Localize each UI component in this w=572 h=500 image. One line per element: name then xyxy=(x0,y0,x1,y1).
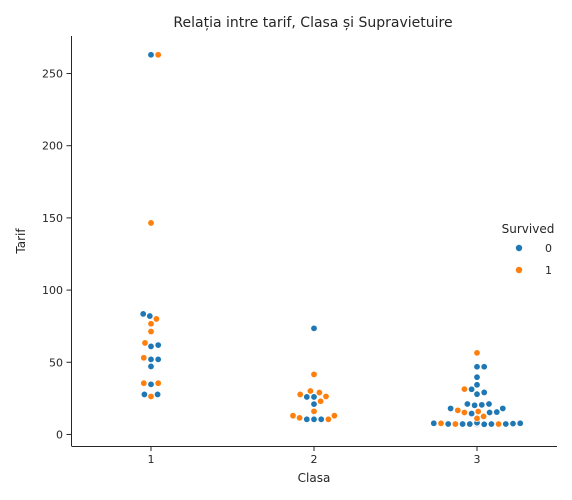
data-point-survived-1 xyxy=(296,390,304,398)
data-point-survived-1 xyxy=(495,420,503,428)
legend-marker-1 xyxy=(515,266,523,274)
data-point-survived-0 xyxy=(509,420,517,428)
y-tick-label: 0 xyxy=(56,428,63,441)
legend-title: Survived xyxy=(502,222,555,236)
data-point-survived-0 xyxy=(447,404,455,412)
x-tick-label: 3 xyxy=(474,453,481,466)
data-point-survived-0 xyxy=(473,381,481,389)
data-point-survived-1 xyxy=(140,379,148,387)
data-point-survived-0 xyxy=(485,400,493,408)
legend-label-0: 0 xyxy=(545,242,552,255)
data-point-survived-0 xyxy=(146,312,154,320)
data-point-survived-0 xyxy=(303,393,311,401)
data-point-survived-0 xyxy=(471,401,479,409)
data-point-survived-1 xyxy=(460,385,468,393)
data-point-survived-1 xyxy=(330,412,338,420)
data-point-survived-1 xyxy=(141,339,149,347)
data-point-survived-0 xyxy=(147,380,155,388)
data-point-survived-0 xyxy=(140,390,148,398)
legend-label-1: 1 xyxy=(545,264,552,277)
data-point-survived-1 xyxy=(451,420,459,428)
data-point-survived-0 xyxy=(473,363,481,371)
data-point-survived-0 xyxy=(493,408,501,416)
data-point-survived-0 xyxy=(310,324,318,332)
data-point-survived-0 xyxy=(317,415,325,423)
data-point-survived-1 xyxy=(474,407,482,415)
data-point-survived-1 xyxy=(154,51,162,59)
x-ticks: 1 2 3 xyxy=(148,446,481,466)
data-point-survived-1 xyxy=(147,328,155,336)
data-point-survived-1 xyxy=(147,392,155,400)
x-tick-label: 1 xyxy=(148,453,155,466)
data-point-survived-0 xyxy=(480,363,488,371)
data-point-survived-1 xyxy=(310,407,318,415)
data-point-survived-0 xyxy=(147,362,155,370)
data-point-survived-0 xyxy=(154,341,162,349)
data-point-survived-1 xyxy=(152,315,160,323)
data-point-survived-1 xyxy=(296,414,304,422)
legend-marker-0 xyxy=(515,244,523,252)
data-point-survived-0 xyxy=(487,420,495,428)
legend: Survived 0 1 xyxy=(502,222,555,277)
y-tick-label: 250 xyxy=(42,68,63,81)
data-point-survived-0 xyxy=(473,390,481,398)
data-point-survived-1 xyxy=(460,409,468,417)
y-axis-label: Tarif xyxy=(14,228,28,255)
chart-title: Relația intre tarif, Clasa și Supravietu… xyxy=(173,15,452,31)
data-point-survived-0 xyxy=(310,393,318,401)
data-point-survived-0 xyxy=(154,355,162,363)
data-point-survived-1 xyxy=(480,412,488,420)
data-point-survived-0 xyxy=(147,51,155,59)
data-point-survived-1 xyxy=(454,406,462,414)
data-point-survived-0 xyxy=(303,415,311,423)
data-point-survived-1 xyxy=(317,397,325,405)
data-point-survived-0 xyxy=(473,373,481,381)
y-tick-label: 100 xyxy=(42,284,63,297)
data-point-survived-0 xyxy=(430,419,438,427)
data-point-survived-0 xyxy=(310,415,318,423)
data-point-survived-1 xyxy=(473,414,481,422)
data-point-survived-0 xyxy=(459,420,467,428)
y-tick-label: 200 xyxy=(42,140,63,153)
y-tick-label: 50 xyxy=(49,356,63,369)
data-points xyxy=(139,51,524,428)
data-point-survived-0 xyxy=(502,420,510,428)
x-axis-label: Clasa xyxy=(298,471,331,485)
data-point-survived-0 xyxy=(444,420,452,428)
data-point-survived-0 xyxy=(147,355,155,363)
data-point-survived-1 xyxy=(147,320,155,328)
data-point-survived-1 xyxy=(289,412,297,420)
data-point-survived-0 xyxy=(480,420,488,428)
y-tick-label: 150 xyxy=(42,212,63,225)
data-point-survived-1 xyxy=(310,370,318,378)
data-point-survived-1 xyxy=(140,354,148,362)
data-point-survived-0 xyxy=(310,400,318,408)
data-point-survived-1 xyxy=(473,349,481,357)
data-point-survived-0 xyxy=(463,400,471,408)
data-point-survived-0 xyxy=(516,419,524,427)
data-point-survived-0 xyxy=(139,310,147,318)
data-point-survived-1 xyxy=(437,419,445,427)
data-point-survived-1 xyxy=(306,387,314,395)
data-point-survived-1 xyxy=(322,392,330,400)
data-point-survived-0 xyxy=(466,420,474,428)
y-ticks: 0 50 100 150 200 250 xyxy=(42,68,72,441)
data-point-survived-0 xyxy=(468,385,476,393)
x-tick-label: 2 xyxy=(311,453,318,466)
data-point-survived-0 xyxy=(499,404,507,412)
data-point-survived-0 xyxy=(147,342,155,350)
data-point-survived-0 xyxy=(478,401,486,409)
data-point-survived-1 xyxy=(324,415,332,423)
data-point-survived-1 xyxy=(154,379,162,387)
data-point-survived-0 xyxy=(480,388,488,396)
data-point-survived-1 xyxy=(147,219,155,227)
data-point-survived-0 xyxy=(154,390,162,398)
data-point-survived-1 xyxy=(315,389,323,397)
data-point-survived-0 xyxy=(468,410,476,418)
data-point-survived-0 xyxy=(486,409,494,417)
